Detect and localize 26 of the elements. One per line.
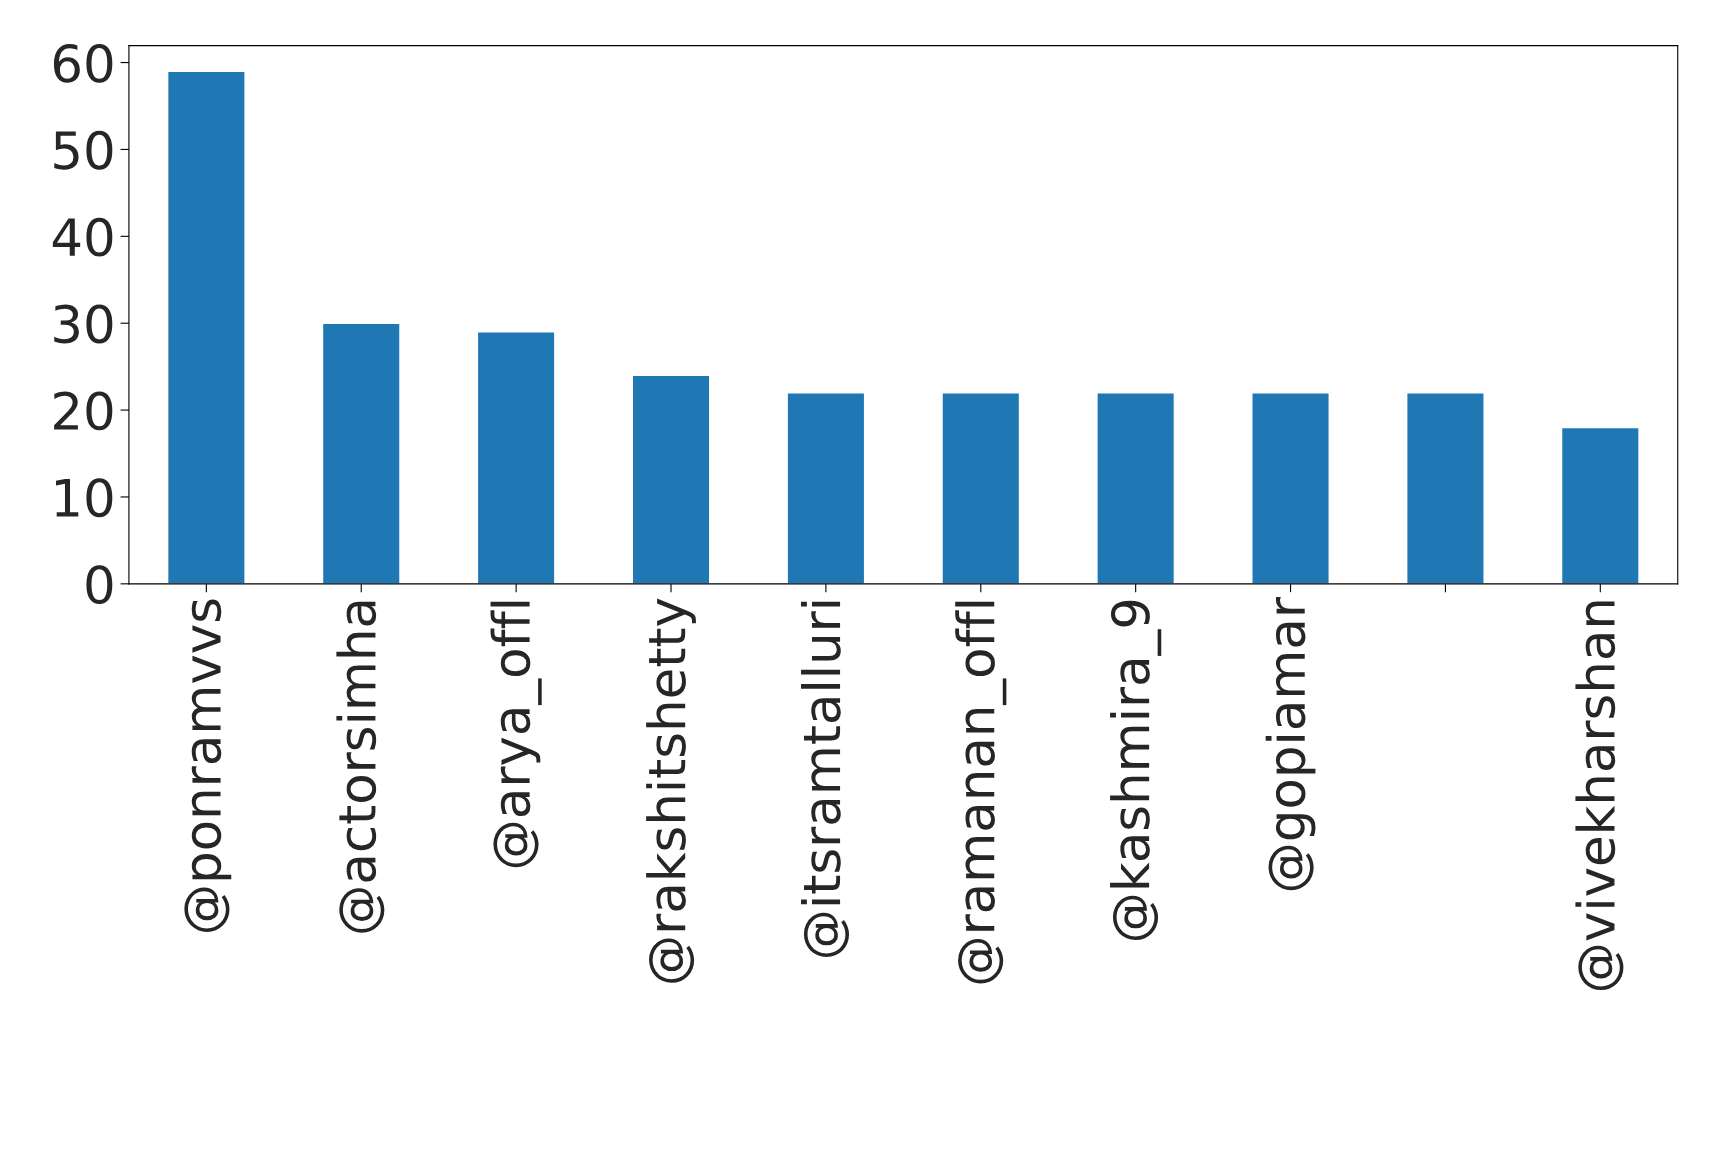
y-tick-label: 50 [54, 130, 113, 170]
bar [1251, 392, 1330, 584]
bar [941, 392, 1021, 584]
bar [1560, 426, 1640, 584]
y-tick-label: 20 [54, 391, 113, 431]
y-tick-label: 0 [86, 565, 113, 605]
bar [786, 392, 866, 584]
x-tick-label: @vivekharshan [1575, 601, 1624, 991]
bar [631, 374, 711, 584]
bar [476, 331, 556, 584]
x-tick-label: @gopiamar [1265, 597, 1316, 891]
x-tick-label: @kashmira_9 [1110, 600, 1162, 941]
x-tick-label: @ponramvvs [184, 599, 232, 932]
x-tick-label: @rakshitshetty [646, 598, 696, 983]
x-tick-label: @actorsimha [336, 601, 385, 933]
y-tick-label: 40 [52, 217, 113, 257]
bar [166, 70, 246, 584]
bar [321, 322, 401, 584]
y-tick-label: 30 [54, 304, 113, 344]
x-tick-label: @itsramtalluri [801, 601, 850, 958]
x-tick-label: @ramanan_offl [955, 601, 1007, 984]
y-tick-label: 60 [53, 43, 113, 83]
bar [1406, 392, 1485, 584]
x-tick-label: @arya_offl [490, 601, 542, 868]
bar [1096, 392, 1176, 584]
y-tick-label: 10 [55, 478, 113, 518]
